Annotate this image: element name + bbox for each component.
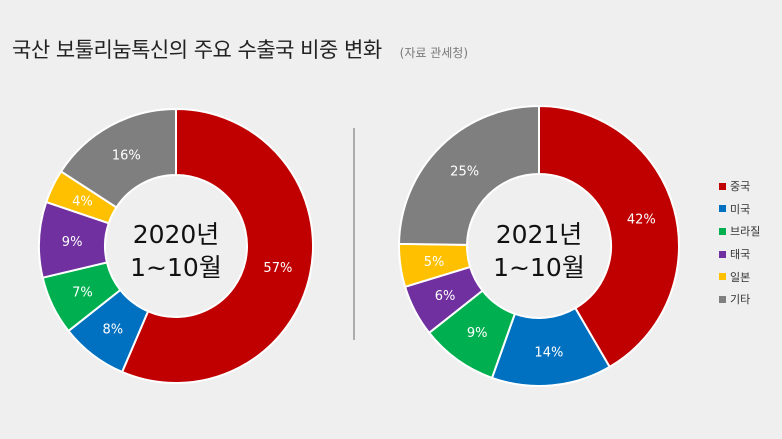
slice-label: 16% xyxy=(112,149,141,164)
legend-swatch xyxy=(719,205,726,213)
legend-item: 일본 xyxy=(719,265,760,288)
donut-slice-china xyxy=(538,104,680,369)
slice-label: 7% xyxy=(72,285,93,300)
slice-label: 5% xyxy=(424,255,445,270)
legend-item: 브라질 xyxy=(719,220,760,243)
slice-label: 57% xyxy=(263,261,292,276)
legend-label: 기타 xyxy=(730,293,751,307)
donut-slice-others xyxy=(398,104,540,246)
slice-label: 4% xyxy=(72,195,93,210)
center-label: 1~10월 xyxy=(130,253,222,282)
legend-swatch xyxy=(719,273,726,281)
legend-swatch xyxy=(719,295,726,303)
legend-item: 기타 xyxy=(719,288,760,311)
slice-label: 14% xyxy=(534,346,563,361)
source-note: (자료 관세청) xyxy=(399,46,469,60)
legend-item: 중국 xyxy=(719,175,760,198)
legend-label: 브라질 xyxy=(730,225,761,239)
slice-label: 42% xyxy=(627,212,656,227)
legend-swatch xyxy=(719,227,726,235)
legend-item: 미국 xyxy=(719,198,760,221)
slice-label: 9% xyxy=(62,235,83,250)
chart-title: 국산 보툴리눔톡신의 주요 수출국 비중 변화 xyxy=(12,38,382,62)
center-label: 2021년 xyxy=(496,220,583,249)
legend-swatch xyxy=(719,250,726,258)
legend-swatch xyxy=(719,182,726,190)
slice-label: 9% xyxy=(467,326,488,341)
slice-label: 8% xyxy=(102,323,123,338)
donut-2021: 42% 14% 9% 6% 5% 25% 2021년 1~10월 xyxy=(398,104,680,387)
center-label: 2020년 xyxy=(133,220,220,249)
title-row: 국산 보툴리눔톡신의 주요 수출국 비중 변화 (자료 관세청) xyxy=(12,34,468,64)
slice-label: 6% xyxy=(435,289,456,304)
legend-label: 태국 xyxy=(730,248,751,262)
donut-2020: 57% 8% 7% 9% 4% 16% 2020년 1~10월 xyxy=(38,107,314,384)
donut-slice-china xyxy=(120,107,314,384)
legend-item: 태국 xyxy=(719,243,760,266)
legend-label: 중국 xyxy=(730,180,751,194)
legend-label: 일본 xyxy=(730,270,751,284)
legend-label: 미국 xyxy=(730,202,751,216)
center-label: 1~10월 xyxy=(493,253,585,282)
donut-slice-others xyxy=(59,107,177,209)
slice-label: 25% xyxy=(450,164,479,179)
